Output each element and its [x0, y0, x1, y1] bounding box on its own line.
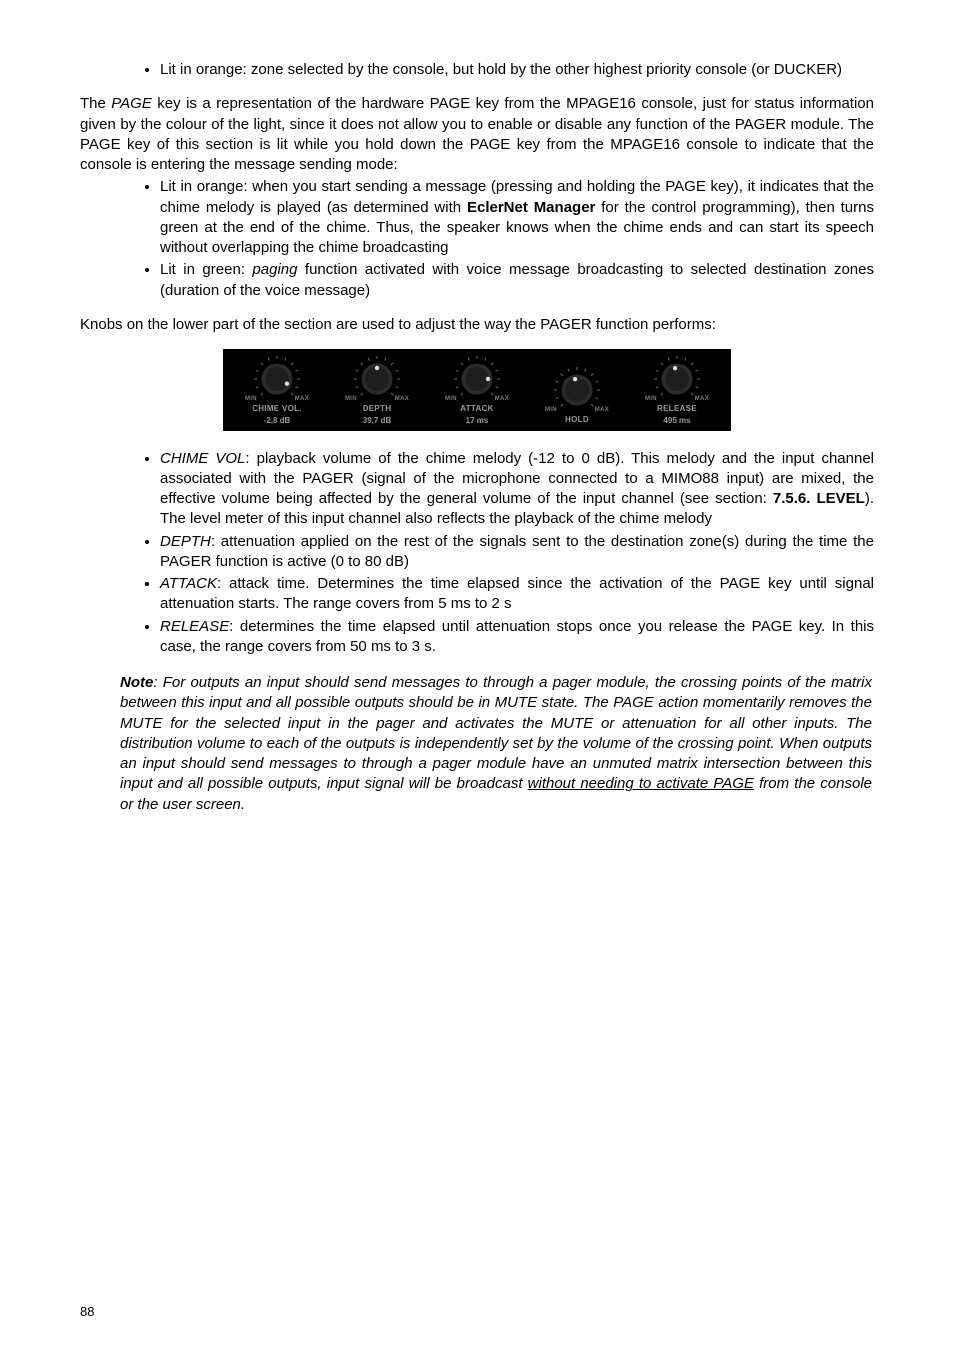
knob-icon[interactable]	[349, 355, 405, 399]
knob-icon[interactable]	[649, 355, 705, 399]
knob-max-label: MAX	[595, 406, 609, 414]
knob-min-label: MIN	[545, 406, 557, 414]
knob-max-label: MAX	[395, 395, 409, 403]
knob-unit: MIN MAX CHIME VOL. -2,8 dB	[230, 355, 324, 427]
top-bullet-list: Lit in orange: zone selected by the cons…	[80, 60, 874, 80]
knob-icon[interactable]	[549, 366, 605, 410]
knob-icon[interactable]	[249, 355, 305, 399]
list-item: Lit in orange: when you start sending a …	[160, 177, 874, 258]
knob-value: 17 ms	[466, 416, 489, 427]
paragraph-page-key: The PAGE key is a representation of the …	[80, 94, 874, 175]
paragraph-knobs-intro: Knobs on the lower part of the section a…	[80, 315, 874, 335]
knob-min-label: MIN	[645, 395, 657, 403]
knob-unit: MIN MAX HOLD	[530, 366, 624, 427]
knob-value: 39,7 dB	[363, 416, 391, 427]
knob-value: 495 ms	[663, 416, 690, 427]
knob-icon[interactable]	[449, 355, 505, 399]
list-item: Lit in green: paging function activated …	[160, 260, 874, 301]
knob-minmax: MIN MAX	[245, 395, 309, 403]
knob-minmax: MIN MAX	[445, 395, 509, 403]
page-number: 88	[80, 1303, 94, 1321]
list-item: DEPTH: attenuation applied on the rest o…	[160, 532, 874, 573]
knob-panel: MIN MAX CHIME VOL. -2,8 dB MIN MAX DEPTH…	[223, 349, 731, 431]
knob-value: -2,8 dB	[264, 416, 291, 427]
list-item: ATTACK: attack time. Determines the time…	[160, 574, 874, 615]
knob-label: DEPTH	[363, 404, 392, 415]
knob-label: CHIME VOL.	[252, 404, 302, 415]
list-item: Lit in orange: zone selected by the cons…	[160, 60, 874, 80]
knob-minmax: MIN MAX	[345, 395, 409, 403]
list-item: RELEASE: determines the time elapsed unt…	[160, 617, 874, 658]
knob-unit: MIN MAX ATTACK 17 ms	[430, 355, 524, 427]
knob-minmax: MIN MAX	[645, 395, 709, 403]
knob-unit: MIN MAX RELEASE 495 ms	[630, 355, 724, 427]
note-body: : For outputs an input should send messa…	[120, 674, 872, 813]
knob-label: RELEASE	[657, 404, 697, 415]
knob-max-label: MAX	[295, 395, 309, 403]
bottom-bullet-list: CHIME VOL: playback volume of the chime …	[80, 449, 874, 658]
mid-bullet-list: Lit in orange: when you start sending a …	[80, 177, 874, 301]
knob-unit: MIN MAX DEPTH 39,7 dB	[330, 355, 424, 427]
list-item: CHIME VOL: playback volume of the chime …	[160, 449, 874, 530]
knob-min-label: MIN	[445, 395, 457, 403]
knob-minmax: MIN MAX	[545, 406, 609, 414]
knob-label: HOLD	[565, 415, 589, 426]
knob-max-label: MAX	[495, 395, 509, 403]
note-label: Note	[120, 674, 153, 691]
note-paragraph: Note: For outputs an input should send m…	[120, 673, 872, 815]
knob-max-label: MAX	[695, 395, 709, 403]
knob-label: ATTACK	[460, 404, 494, 415]
knob-min-label: MIN	[245, 395, 257, 403]
knob-min-label: MIN	[345, 395, 357, 403]
